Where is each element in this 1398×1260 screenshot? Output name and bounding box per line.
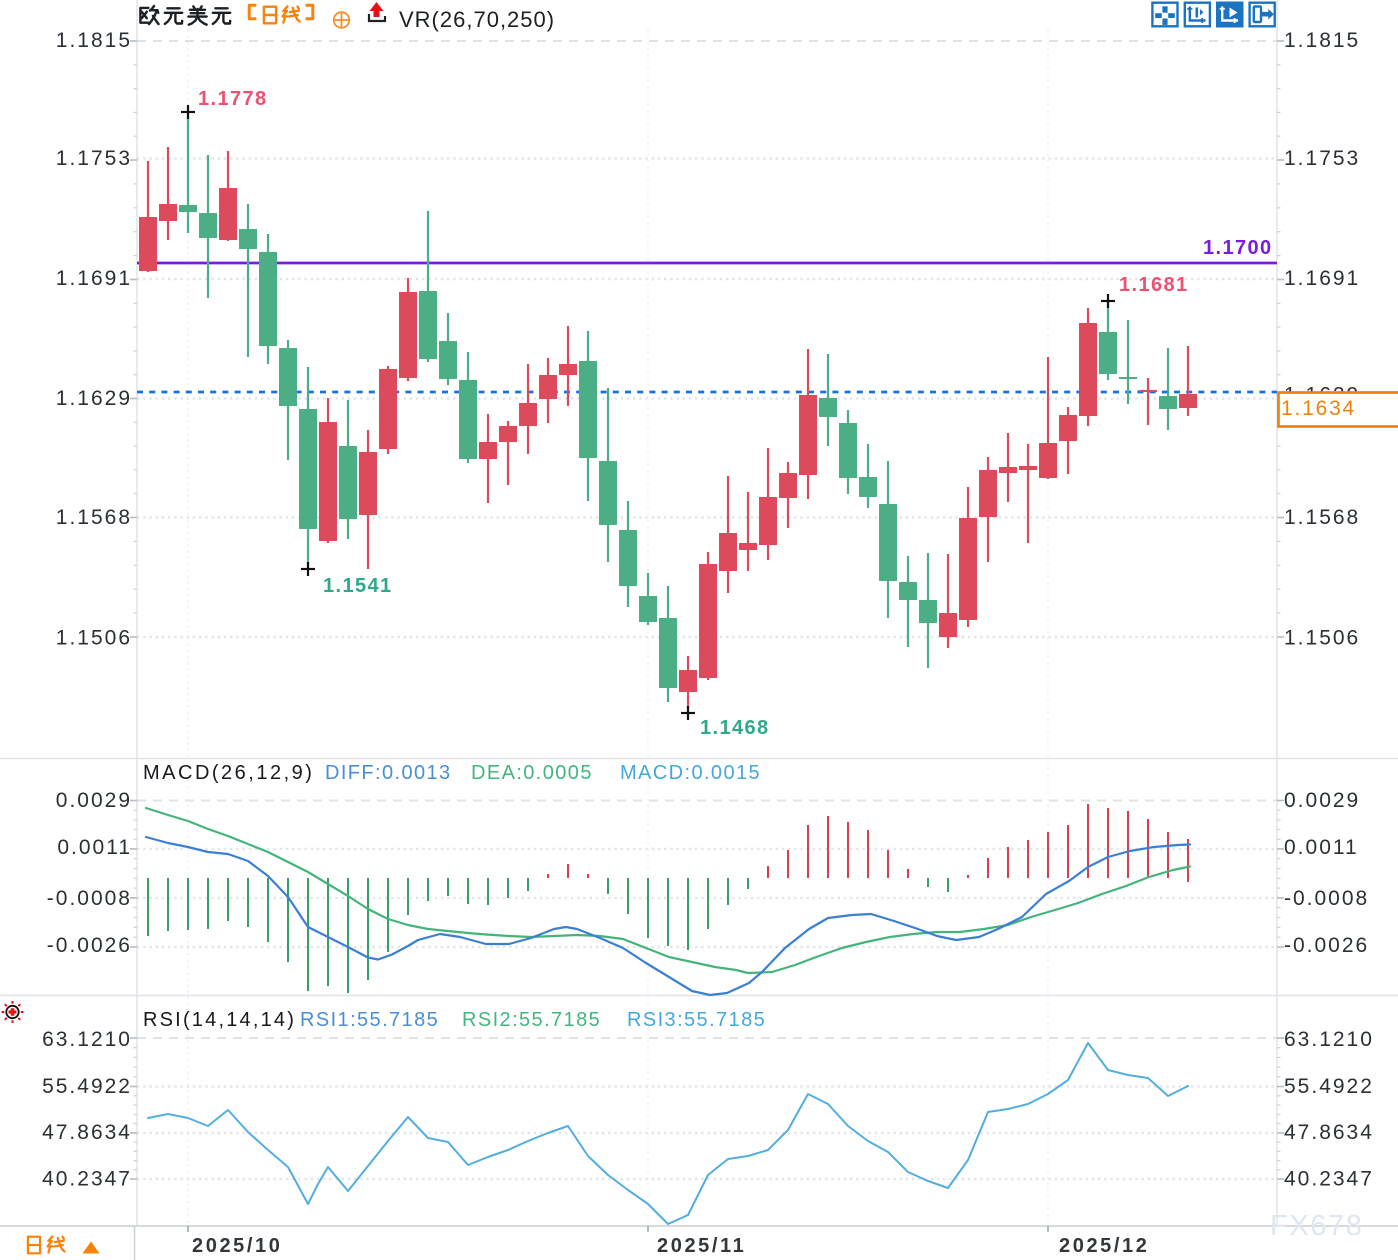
svg-text:55.4922: 55.4922 (42, 1075, 132, 1098)
svg-text:40.2347: 40.2347 (1284, 1168, 1374, 1191)
svg-text:1.1468: 1.1468 (700, 717, 770, 739)
svg-text:VR(26,70,250): VR(26,70,250) (399, 7, 555, 32)
svg-text:0.0029: 0.0029 (56, 789, 132, 812)
svg-text:1.1691: 1.1691 (1284, 267, 1360, 290)
svg-text:RSI2:55.7185: RSI2:55.7185 (462, 1009, 601, 1031)
svg-text:1.1568: 1.1568 (1284, 506, 1360, 529)
svg-text:RSI1:55.7185: RSI1:55.7185 (300, 1009, 439, 1031)
svg-text:1.1681: 1.1681 (1119, 274, 1189, 296)
svg-text:FX678: FX678 (1270, 1210, 1363, 1242)
svg-text:55.4922: 55.4922 (1284, 1075, 1374, 1098)
svg-text:RSI(14,14,14): RSI(14,14,14) (143, 1009, 296, 1031)
svg-text:2025/11: 2025/11 (657, 1235, 746, 1257)
svg-text:1.1568: 1.1568 (56, 506, 132, 529)
svg-text:MACD(26,12,9): MACD(26,12,9) (143, 762, 314, 784)
svg-text:1.1506: 1.1506 (1284, 627, 1360, 650)
svg-text:1.1541: 1.1541 (323, 575, 393, 597)
svg-text:1.1629: 1.1629 (56, 387, 132, 410)
svg-text:1.1634: 1.1634 (1281, 397, 1356, 420)
svg-text:DIFF:0.0013: DIFF:0.0013 (325, 762, 452, 784)
svg-text:47.8634: 47.8634 (42, 1121, 132, 1144)
svg-text:1.1815: 1.1815 (56, 29, 132, 52)
svg-text:47.8634: 47.8634 (1284, 1121, 1374, 1144)
svg-text:1.1815: 1.1815 (1284, 29, 1360, 52)
svg-text:-0.0008: -0.0008 (47, 887, 132, 910)
svg-text:0.0011: 0.0011 (57, 836, 132, 859)
svg-text:1.1778: 1.1778 (198, 88, 268, 110)
svg-text:40.2347: 40.2347 (42, 1168, 132, 1191)
svg-text:63.1210: 63.1210 (1284, 1028, 1374, 1051)
svg-text:63.1210: 63.1210 (42, 1028, 132, 1051)
svg-text:DEA:0.0005: DEA:0.0005 (471, 762, 593, 784)
svg-text:0.0011: 0.0011 (1284, 836, 1359, 859)
svg-text:-0.0026: -0.0026 (47, 934, 132, 957)
svg-text:0.0029: 0.0029 (1284, 789, 1360, 812)
svg-text:1.1700: 1.1700 (1203, 237, 1273, 259)
svg-text:1.1753: 1.1753 (1284, 147, 1360, 170)
svg-text:1.1506: 1.1506 (56, 627, 132, 650)
svg-text:2025/12: 2025/12 (1059, 1235, 1150, 1257)
svg-text:1.1691: 1.1691 (56, 267, 132, 290)
svg-text:1.1753: 1.1753 (56, 147, 132, 170)
svg-text:MACD:0.0015: MACD:0.0015 (620, 762, 761, 784)
svg-text:-0.0008: -0.0008 (1284, 887, 1369, 910)
svg-text:-0.0026: -0.0026 (1284, 934, 1369, 957)
svg-text:RSI3:55.7185: RSI3:55.7185 (627, 1009, 766, 1031)
svg-text:2025/10: 2025/10 (192, 1235, 283, 1257)
